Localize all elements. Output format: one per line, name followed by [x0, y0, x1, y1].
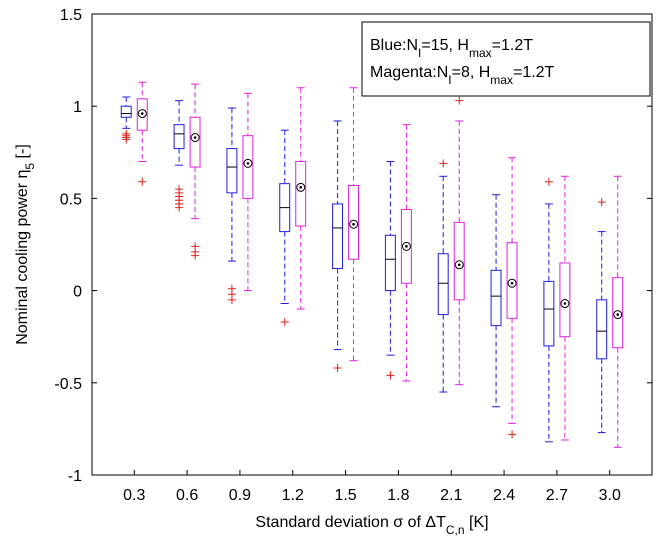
box	[596, 299, 608, 360]
box	[453, 221, 465, 301]
box	[559, 262, 571, 338]
box	[136, 98, 148, 131]
x-tick-label: 0.6	[176, 487, 198, 504]
box	[612, 277, 624, 349]
x-axis-label-part: C,n	[446, 523, 465, 537]
box	[173, 124, 185, 150]
median-dot	[510, 281, 514, 285]
median-dot	[616, 313, 620, 316]
x-tick-label: 2.7	[546, 487, 568, 504]
outlier	[227, 295, 236, 304]
outlier	[597, 198, 606, 207]
x-tick-label: 0.3	[123, 487, 145, 504]
y-tick-label: 1	[73, 99, 82, 116]
median-dot	[352, 222, 355, 226]
outlier	[508, 430, 517, 439]
median-dot	[193, 136, 197, 139]
legend-label-part: Magenta:N	[370, 64, 448, 81]
x-axis-label-part: [K]	[465, 514, 489, 531]
median-dot	[246, 162, 250, 165]
y-tick-label: -0.5	[54, 376, 82, 393]
outlier	[439, 159, 448, 168]
median-dot	[405, 245, 408, 248]
outlier	[280, 317, 289, 326]
box	[242, 135, 254, 199]
outlier	[191, 251, 200, 260]
box	[120, 105, 132, 118]
y-axis-label-part: 5	[23, 163, 37, 170]
x-tick-label: 2.1	[440, 487, 462, 504]
box	[348, 184, 360, 260]
outlier	[333, 364, 342, 373]
box	[543, 280, 555, 347]
outlier	[138, 177, 147, 186]
box	[189, 116, 201, 168]
box	[506, 242, 518, 319]
x-tick-label: 1.8	[387, 487, 409, 504]
legend-label-part: I	[418, 46, 421, 60]
box	[332, 203, 344, 269]
legend-label-part: max	[469, 46, 492, 60]
x-tick-label: 1.2	[282, 487, 304, 504]
legend-label-part: max	[490, 73, 513, 87]
y-axis-label-part: [-]	[14, 144, 31, 163]
y-axis-label-part: Nominal cooling power η	[14, 170, 31, 345]
x-axis-label-part: Standard deviation σ of ΔT	[255, 514, 446, 531]
box	[437, 253, 449, 316]
y-tick-label: -1	[68, 468, 82, 485]
y-tick-label: 1.5	[60, 7, 82, 24]
legend-label-part: Blue:N	[370, 37, 418, 54]
box	[226, 148, 238, 194]
box	[384, 234, 396, 292]
x-axis-label: Standard deviation σ of ΔTC,n [K]	[255, 514, 488, 537]
legend-label-part: I	[448, 73, 451, 87]
outlier	[122, 135, 131, 144]
box	[490, 269, 502, 327]
x-tick-label: 0.9	[229, 487, 251, 504]
outlier	[455, 96, 464, 105]
legend-label-part: =1.2T	[492, 37, 534, 54]
median-dot	[299, 186, 303, 189]
legend-label: Blue:NI=15, Hmax=1.2T	[370, 37, 533, 60]
legend-label-part: =8, H	[452, 64, 491, 81]
legend-box	[361, 21, 651, 97]
median-dot	[140, 112, 144, 115]
median-dot	[563, 302, 567, 305]
x-tick-label: 2.4	[493, 487, 515, 504]
y-tick-label: 0	[73, 284, 82, 301]
legend-label-part: =1.2T	[513, 64, 555, 81]
x-tick-label: 1.5	[334, 487, 356, 504]
outlier	[386, 371, 395, 380]
outlier	[175, 203, 184, 212]
y-axis-label: Nominal cooling power η5 [-]	[14, 144, 37, 345]
outlier	[544, 177, 553, 186]
box	[400, 208, 412, 284]
box	[295, 161, 307, 227]
median-dot	[457, 263, 461, 267]
y-tick-label: 0.5	[60, 191, 82, 208]
legend-label: Magenta:NI=8, Hmax=1.2T	[370, 64, 555, 87]
legend-label-part: =15, H	[421, 37, 469, 54]
x-tick-label: 3.0	[599, 487, 621, 504]
